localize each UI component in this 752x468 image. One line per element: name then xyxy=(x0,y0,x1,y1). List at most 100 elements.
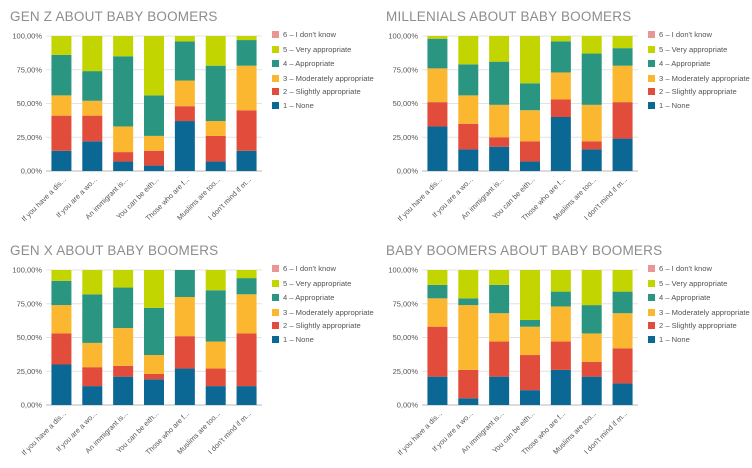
legend-swatch xyxy=(272,321,279,329)
bar-segment xyxy=(82,342,103,368)
bar-segment xyxy=(520,36,540,84)
bar-segment xyxy=(458,64,479,96)
bar-segment xyxy=(520,83,540,111)
legend-swatch xyxy=(272,74,279,82)
stacked-bar-chart: 0,00%25,00%50,00%75,00%100,00%If you hav… xyxy=(12,32,262,223)
legend-item: 5 – Very appropriate xyxy=(272,44,374,55)
bar-segment xyxy=(144,135,164,151)
bar-segment xyxy=(174,336,195,369)
bar-segment xyxy=(174,368,195,405)
y-tick-label: 75,00% xyxy=(17,299,43,308)
bar-segment xyxy=(51,36,72,55)
bar-segment xyxy=(144,150,164,166)
legend-label: 4 – Appropriate xyxy=(659,293,711,302)
bar-segment xyxy=(113,161,134,171)
bar-segment xyxy=(489,146,510,171)
bar-segment xyxy=(236,333,257,387)
y-tick-label: 100,00% xyxy=(12,266,42,275)
legend-label: 5 – Very appropriate xyxy=(659,278,728,288)
bar-segment xyxy=(205,368,226,387)
legend: 6 – I don't know 5 – Very appropriate 4 – … xyxy=(272,30,374,117)
stacked-bar-chart: 0,00%25,00%50,00%75,00%100,00%If you hav… xyxy=(388,266,638,457)
legend-label: 1 – None xyxy=(659,101,690,110)
legend-swatch xyxy=(272,294,279,301)
y-tick-label: 0,00% xyxy=(397,167,419,176)
bar-segment xyxy=(82,294,103,343)
stacked-bar-chart: 0,00%25,00%50,00%75,00%100,00%If you hav… xyxy=(388,32,638,223)
bar-segment xyxy=(581,104,602,142)
bar-segment xyxy=(113,365,134,377)
bar-segment xyxy=(520,319,540,327)
legend-label: 3 – Moderately appropriate xyxy=(283,73,374,83)
bar-segment xyxy=(458,36,479,65)
legend-label: 2 – Slightly appropriate xyxy=(283,320,361,330)
bar-segment xyxy=(581,361,602,377)
legend-item: 4 – Appropriate xyxy=(648,59,750,69)
y-tick-label: 100,00% xyxy=(12,32,42,41)
bar-segment xyxy=(520,355,540,391)
legend-item: 5 – Very appropriate xyxy=(648,278,750,289)
legend-item: 6 – I don't know xyxy=(272,30,374,40)
bar-segment xyxy=(82,386,103,405)
legend-label: 5 – Very appropriate xyxy=(283,44,352,54)
y-tick-label: 100,00% xyxy=(388,266,418,275)
bar-segment xyxy=(489,137,510,147)
chart-panel-baby-boomers: BABY BOOMERS ABOUT BABY BOOMERS 0,00% 25,… xyxy=(376,234,752,468)
legend-item: 1 – None xyxy=(648,101,750,111)
bar-segment xyxy=(458,149,479,171)
bar-segment xyxy=(82,270,103,295)
legend-swatch xyxy=(272,279,279,287)
legend-label: 6 – I don't know xyxy=(283,264,336,273)
bar-segment xyxy=(489,376,510,405)
chart-title: BABY BOOMERS ABOUT BABY BOOMERS xyxy=(386,243,663,258)
legend-label: 3 – Moderately appropriate xyxy=(283,307,374,317)
bar-segment xyxy=(174,41,195,81)
bar-segment xyxy=(427,284,448,299)
legend-label: 1 – None xyxy=(283,101,314,110)
bar-segment xyxy=(144,270,164,308)
bar-segment xyxy=(458,305,479,370)
bar-segment xyxy=(550,306,571,342)
bar-segment xyxy=(581,376,602,405)
legend-swatch xyxy=(272,308,279,316)
bar-segment xyxy=(489,36,510,62)
bar-segment xyxy=(520,326,540,356)
bar-segment xyxy=(236,65,257,111)
bar-segment xyxy=(612,383,633,405)
bar-segment xyxy=(82,71,103,101)
legend-swatch xyxy=(272,31,279,38)
legend-swatch xyxy=(648,45,655,53)
y-tick-label: 25,00% xyxy=(17,133,43,142)
y-tick-label: 50,00% xyxy=(393,99,419,108)
bar-segment xyxy=(581,149,602,171)
legend-label: 6 – I don't know xyxy=(283,30,336,39)
bar-segment xyxy=(612,102,633,139)
legend-item: 1 – None xyxy=(648,335,750,345)
legend-label: 2 – Slightly appropriate xyxy=(659,86,737,96)
bar-segment xyxy=(174,80,195,107)
bar-segment xyxy=(520,270,540,320)
legend-swatch xyxy=(648,321,655,329)
bar-segment xyxy=(205,341,226,369)
legend: 6 – I don't know 5 – Very appropriate 4 – … xyxy=(648,30,750,117)
bar-segment xyxy=(458,270,479,299)
bar-segment xyxy=(51,364,72,405)
legend-swatch xyxy=(272,87,279,95)
bar-segment xyxy=(236,40,257,66)
bar-segment xyxy=(581,305,602,334)
bar-segment xyxy=(550,99,571,117)
bar-segment xyxy=(550,270,571,292)
legend-item: 3 – Moderately appropriate xyxy=(648,308,750,318)
y-tick-label: 25,00% xyxy=(393,133,419,142)
bar-segment xyxy=(612,270,633,292)
y-tick-label: 25,00% xyxy=(393,367,419,376)
bar-segment xyxy=(520,390,540,405)
bar-segment xyxy=(51,150,72,171)
chart-panel-gen-x: GEN X ABOUT BABY BOOMERS 0,00% 25,00% 50,0… xyxy=(0,234,376,468)
chart-title: MILLENIALS ABOUT BABY BOOMERS xyxy=(386,9,632,24)
bar-segment xyxy=(427,38,448,69)
legend-label: 3 – Moderately appropriate xyxy=(659,73,750,83)
bar-segment xyxy=(236,294,257,334)
y-tick-label: 75,00% xyxy=(393,299,419,308)
legend-swatch xyxy=(648,87,655,95)
